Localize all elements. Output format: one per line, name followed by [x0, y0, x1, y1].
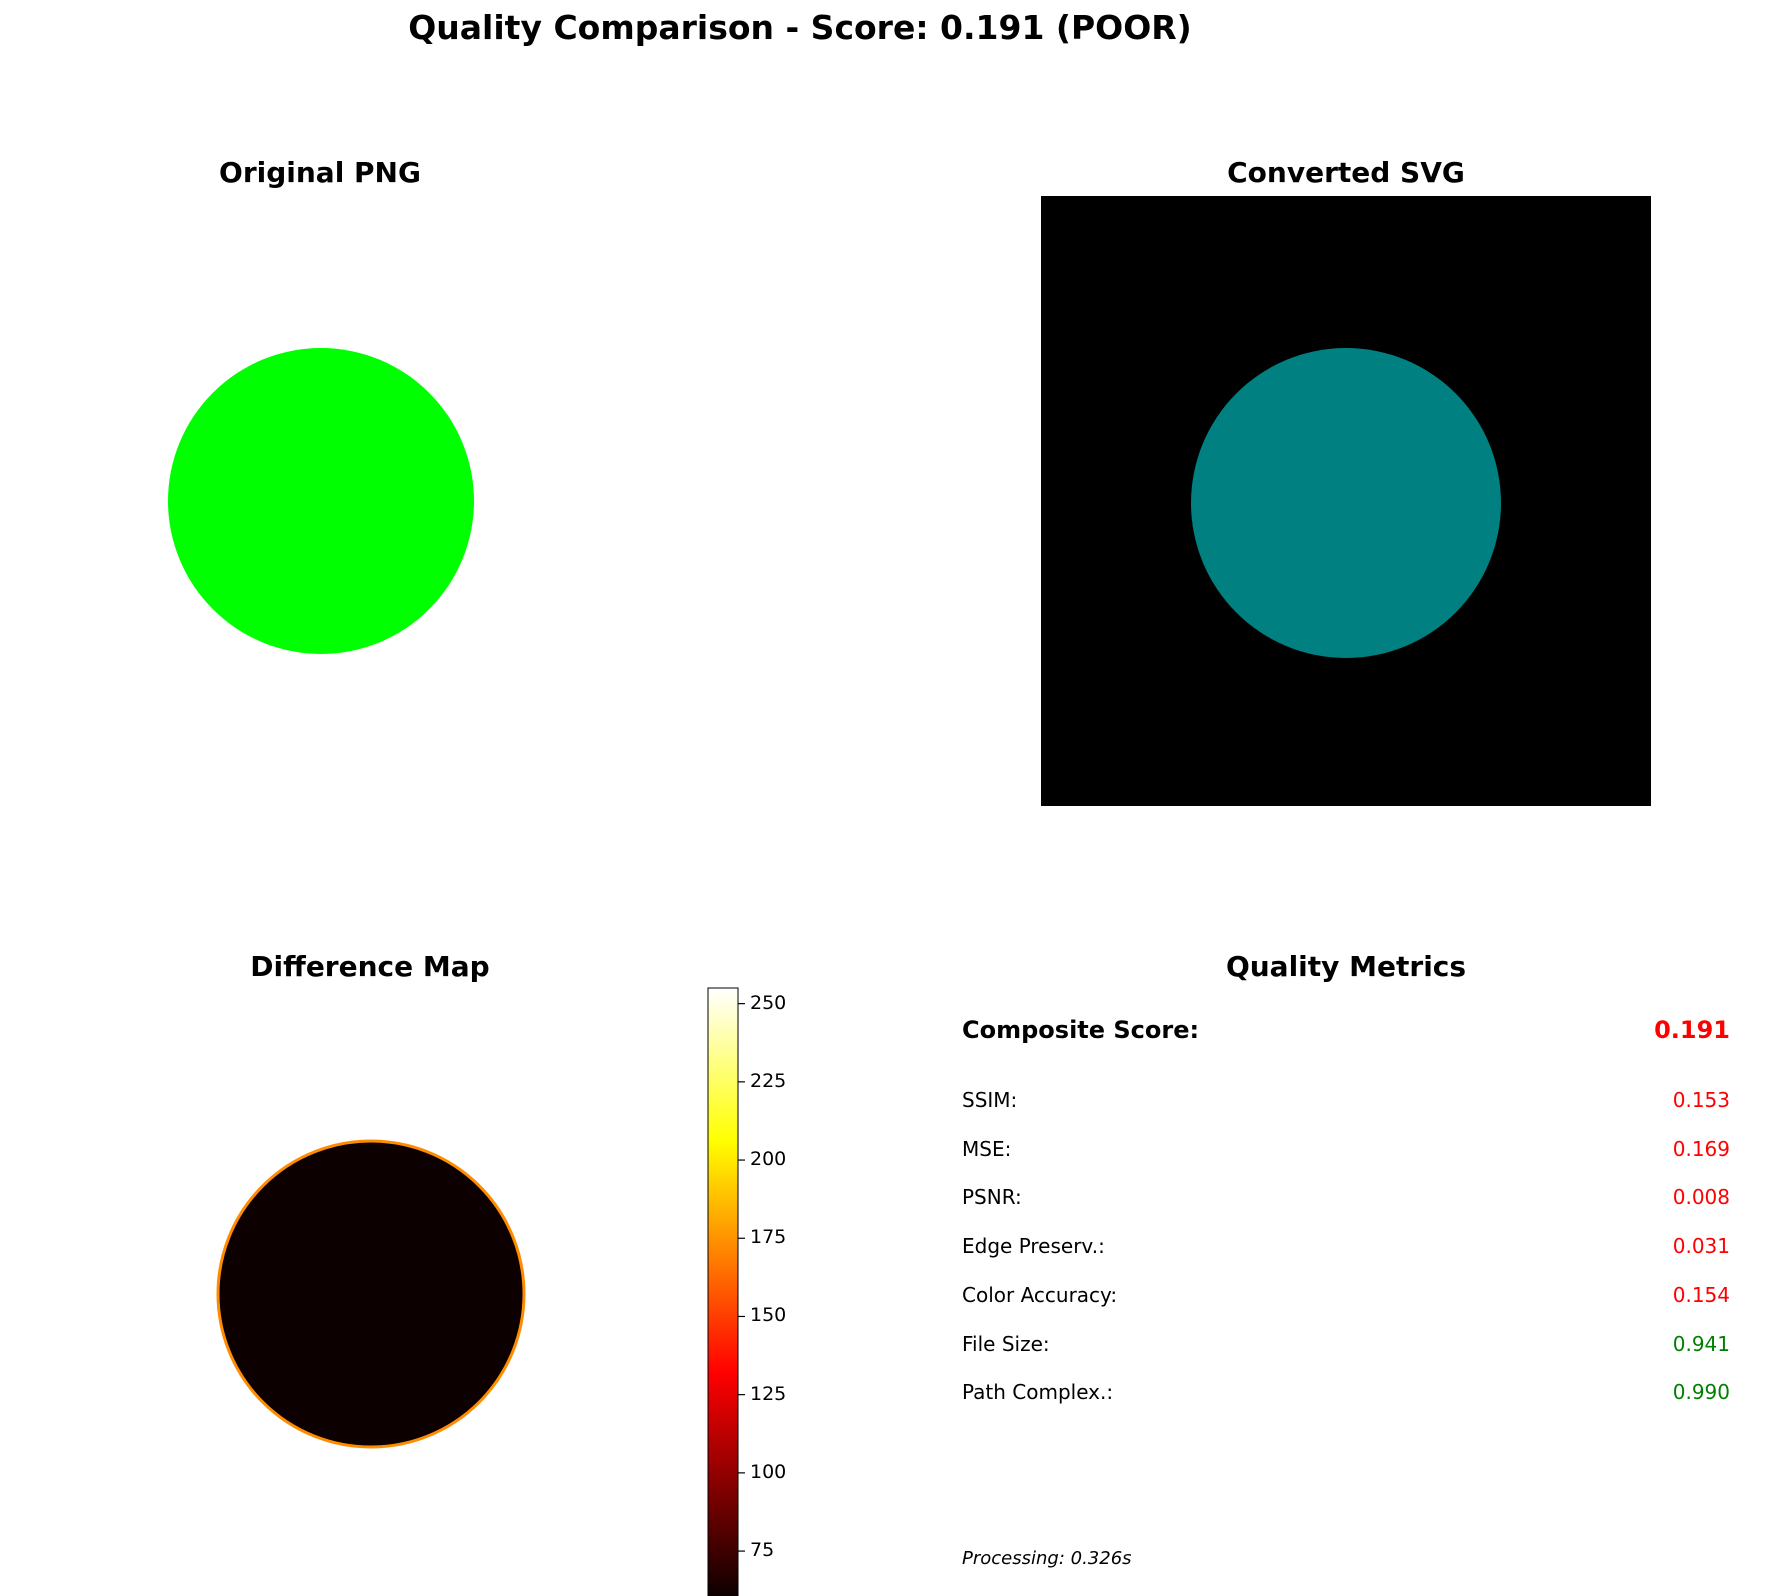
metric-value: 0.008	[1672, 1185, 1730, 1210]
difference-map-circle	[216, 1139, 526, 1449]
metric-value: 0.169	[1672, 1136, 1730, 1161]
composite-score-value: 0.191	[1654, 1016, 1730, 1044]
colorbar	[707, 987, 739, 1596]
metric-value: 0.031	[1672, 1234, 1730, 1259]
colorbar-tick-label: 200	[750, 1148, 787, 1171]
metric-label: Edge Preserv.:	[962, 1234, 1105, 1259]
metric-value: 0.990	[1672, 1380, 1730, 1405]
colorbar-tick-label: 250	[750, 991, 787, 1014]
colorbar-tick-label: 175	[750, 1226, 787, 1249]
colorbar-tick-label: 150	[750, 1304, 787, 1327]
colorbar-tick-label: 75	[750, 1539, 775, 1562]
colorbar-tick-label: 125	[750, 1382, 787, 1405]
metric-label: PSNR:	[962, 1185, 1022, 1210]
converted-svg-image	[1041, 196, 1651, 806]
composite-score-label: Composite Score:	[962, 1016, 1200, 1044]
metric-label: Color Accuracy:	[962, 1282, 1118, 1307]
colorbar-tick-label: 100	[750, 1460, 787, 1483]
metric-value: 0.154	[1672, 1282, 1730, 1307]
original-png-circle	[168, 348, 474, 654]
original-png-title: Original PNG	[219, 156, 421, 189]
quality-metrics-title: Quality Metrics	[1225, 950, 1467, 983]
metric-value: 0.941	[1672, 1331, 1730, 1356]
converted-svg-title: Converted SVG	[1227, 156, 1465, 189]
figure-title: Quality Comparison - Score: 0.191 (POOR)	[408, 8, 1192, 47]
original-png-image	[16, 196, 626, 806]
metric-label: File Size:	[962, 1331, 1050, 1356]
metric-label: SSIM:	[962, 1088, 1018, 1112]
colorbar-tick-label: 225	[750, 1069, 787, 1092]
processing-time: Processing: 0.326s	[962, 1548, 1132, 1569]
colorbar-ticks	[738, 1003, 745, 1552]
converted-svg-circle	[1191, 348, 1501, 658]
difference-map-title: Difference Map	[250, 950, 490, 983]
metric-label: Path Complex.:	[962, 1380, 1114, 1405]
metric-label: MSE:	[962, 1136, 1012, 1161]
difference-map-image	[216, 1139, 526, 1449]
metric-value: 0.153	[1672, 1088, 1730, 1112]
